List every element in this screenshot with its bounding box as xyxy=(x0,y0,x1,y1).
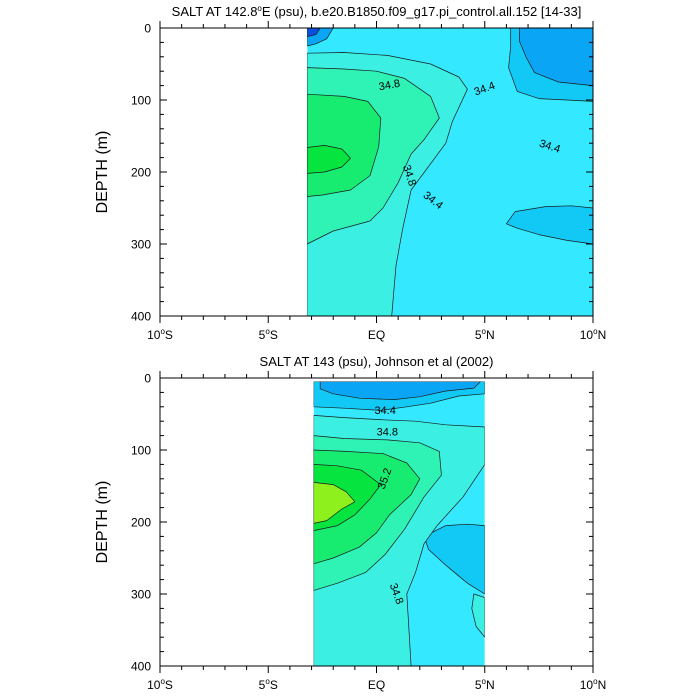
y-tick-label: 200 xyxy=(131,516,151,530)
x-tick-label: 5oS xyxy=(259,677,278,692)
y-tick-label: 400 xyxy=(131,310,151,324)
x-tick-label: 10oS xyxy=(147,327,173,342)
chart-title: SALT AT 143 (psu), Johnson et al (2002) xyxy=(260,354,494,369)
contour-region-35_2 xyxy=(307,145,351,174)
x-tick-label: 5oN xyxy=(475,677,495,692)
contour-region-34_4 xyxy=(423,523,485,595)
y-tick-label: 400 xyxy=(131,660,151,674)
contour-label: 34.4 xyxy=(374,405,395,417)
x-tick-label: 5oN xyxy=(475,327,495,342)
x-tick-label: EQ xyxy=(368,678,385,692)
y-axis-label: DEPTH (m) xyxy=(94,131,111,214)
contour-label: 34.8 xyxy=(378,78,401,94)
chart-title: SALT AT 142.8oE (psu), b.e20.B1850.f09_g… xyxy=(172,4,582,19)
contour-region-34_6 xyxy=(471,593,485,638)
y-tick-label: 0 xyxy=(144,22,151,36)
contour-region-34_2 xyxy=(519,28,593,86)
contour-region-33_8 xyxy=(307,28,321,37)
x-tick-label: EQ xyxy=(368,328,385,342)
y-tick-label: 100 xyxy=(131,94,151,108)
y-tick-label: 300 xyxy=(131,588,151,602)
contour-fill xyxy=(307,28,593,316)
contour-label: 34.8 xyxy=(377,427,398,439)
y-tick-label: 300 xyxy=(131,238,151,252)
x-tick-label: 10oS xyxy=(147,677,173,692)
y-axis-label: DEPTH (m) xyxy=(94,481,111,564)
y-tick-label: 100 xyxy=(131,444,151,458)
contour-region-35_4 xyxy=(313,482,356,524)
x-tick-label: 10oN xyxy=(580,677,606,692)
contour-fill xyxy=(313,381,485,666)
y-tick-label: 200 xyxy=(131,166,151,180)
y-tick-label: 0 xyxy=(144,372,151,386)
contour-region-34_4 xyxy=(506,205,593,245)
x-tick-label: 5oS xyxy=(259,327,278,342)
contour-region-34_2 xyxy=(319,381,481,400)
x-tick-label: 10oN xyxy=(580,327,606,342)
